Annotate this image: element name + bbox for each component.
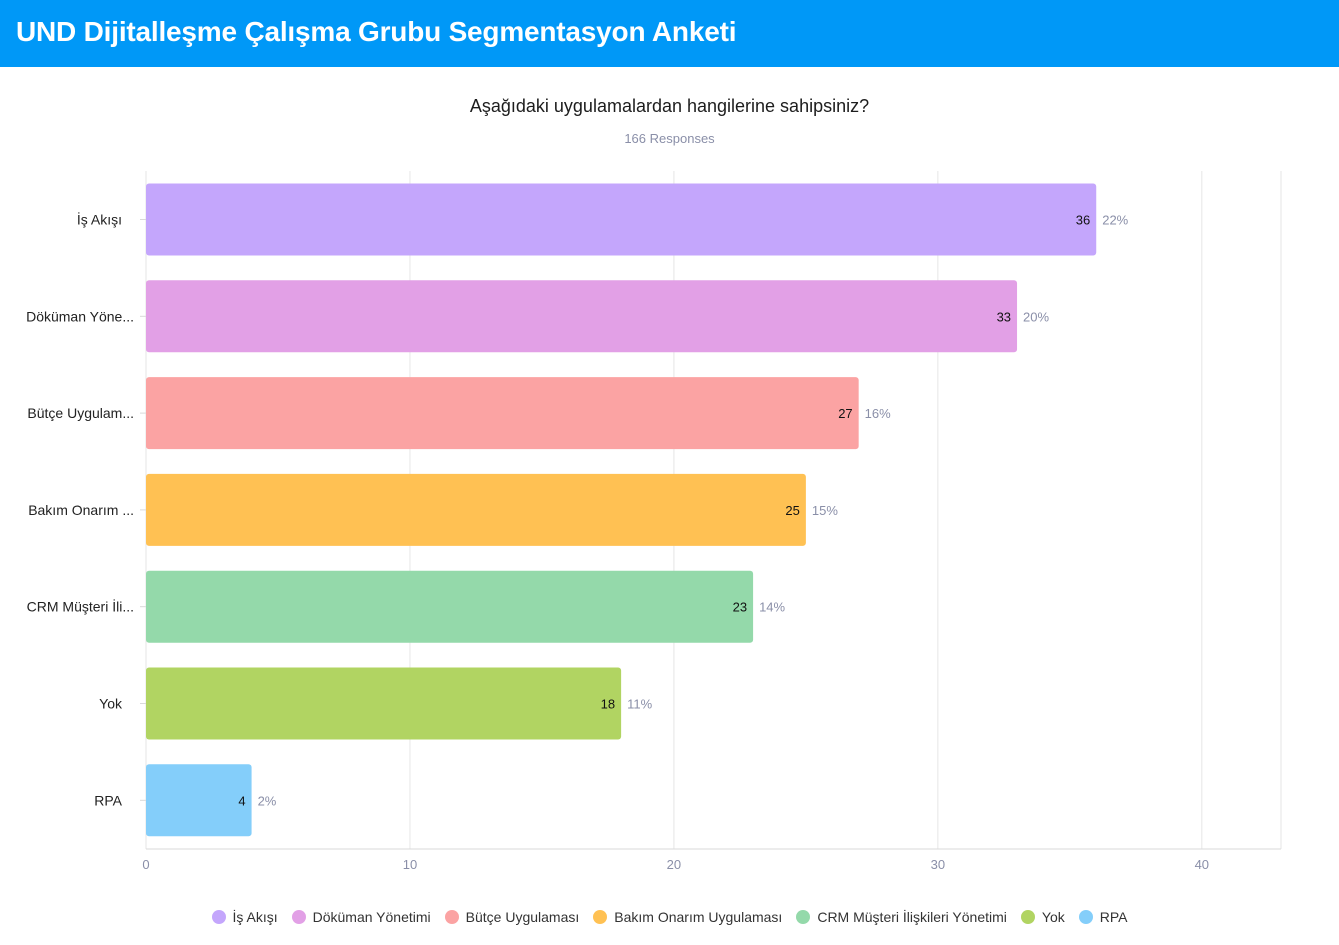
- bar-percent-label: 20%: [1023, 309, 1049, 324]
- legend-item[interactable]: RPA: [1078, 909, 1128, 925]
- question-title: Aşağıdaki uygulamalardan hangilerine sah…: [469, 96, 870, 116]
- bar-value-label: 33: [997, 309, 1011, 324]
- bar-percent-label: 16%: [865, 406, 891, 421]
- bar: [146, 280, 1018, 353]
- legend-label: İş Akışı: [232, 909, 278, 925]
- legend-label: Döküman Yönetimi: [312, 909, 431, 925]
- bar: [146, 764, 252, 837]
- bar-percent-label: 2%: [258, 793, 277, 808]
- legend-item[interactable]: Bakım Onarım Uygulaması: [593, 909, 782, 925]
- legend-color-dot: [796, 910, 811, 924]
- legend-label: Yok: [1041, 909, 1065, 925]
- y-category-label: CRM Müşteri İli...: [27, 598, 134, 615]
- bar: [146, 183, 1097, 256]
- bar: [146, 667, 622, 740]
- y-category-label: RPA: [94, 792, 122, 808]
- bar-value-label: 36: [1076, 213, 1090, 228]
- legend-color-dot: [444, 910, 459, 924]
- bar: [146, 377, 859, 450]
- legend-item[interactable]: CRM Müşteri İlişkileri Yönetimi: [796, 909, 1007, 925]
- legend-label: Bütçe Uygulaması: [465, 909, 580, 925]
- legend-item[interactable]: Bütçe Uygulaması: [444, 909, 580, 925]
- bar-value-label: 25: [785, 503, 799, 518]
- x-tick-label: 20: [667, 857, 681, 872]
- legend-item[interactable]: Yok: [1020, 909, 1065, 925]
- y-category-label: İş Akışı: [77, 211, 122, 228]
- bar-value-label: 4: [238, 793, 245, 808]
- legend-color-dot: [1078, 910, 1093, 924]
- legend-color-dot: [291, 910, 306, 924]
- bar-chart: 0 10 20 30 40 İş Akışı 36 22% Döküman Yöne... 33 2…: [26, 171, 1282, 872]
- legend-color-dot: [1020, 910, 1035, 924]
- bar-value-label: 23: [733, 600, 747, 615]
- x-tick-label: 30: [931, 857, 945, 872]
- x-tick-label: 0: [142, 857, 149, 872]
- x-tick-label: 40: [1195, 857, 1209, 872]
- bar-percent-label: 11%: [627, 697, 652, 712]
- bar-percent-label: 15%: [812, 503, 838, 518]
- bar-value-label: 18: [601, 697, 615, 712]
- legend-item[interactable]: İş Akışı: [211, 909, 278, 925]
- x-tick-label: 10: [403, 857, 417, 872]
- legend-color-dot: [593, 910, 608, 924]
- y-category-label: Yok: [99, 696, 123, 712]
- response-count: 166 Responses: [624, 131, 715, 146]
- header-bar: UND Dijitalleşme Çalışma Grubu Segmentas…: [0, 0, 1339, 67]
- survey-title: UND Dijitalleşme Çalışma Grubu Segmentas…: [16, 16, 737, 47]
- bar-percent-label: 14%: [759, 600, 785, 615]
- legend-label: Bakım Onarım Uygulaması: [614, 909, 783, 925]
- legend-label: CRM Müşteri İlişkileri Yönetimi: [817, 909, 1007, 925]
- y-category-label: Döküman Yöne...: [26, 308, 134, 324]
- legend-item[interactable]: Döküman Yönetimi: [291, 909, 431, 925]
- chart-legend: İş Akışı Döküman Yönetimi Bütçe Uygulaması…: [0, 909, 1339, 925]
- bar-value-label: 27: [838, 406, 852, 421]
- bar-percent-label: 22%: [1102, 213, 1128, 228]
- bar: [146, 473, 806, 546]
- legend-color-dot: [211, 910, 226, 924]
- y-category-label: Bakım Onarım ...: [28, 502, 134, 518]
- legend-label: RPA: [1099, 909, 1128, 925]
- bar: [146, 570, 754, 643]
- y-category-label: Bütçe Uygulam...: [27, 405, 134, 421]
